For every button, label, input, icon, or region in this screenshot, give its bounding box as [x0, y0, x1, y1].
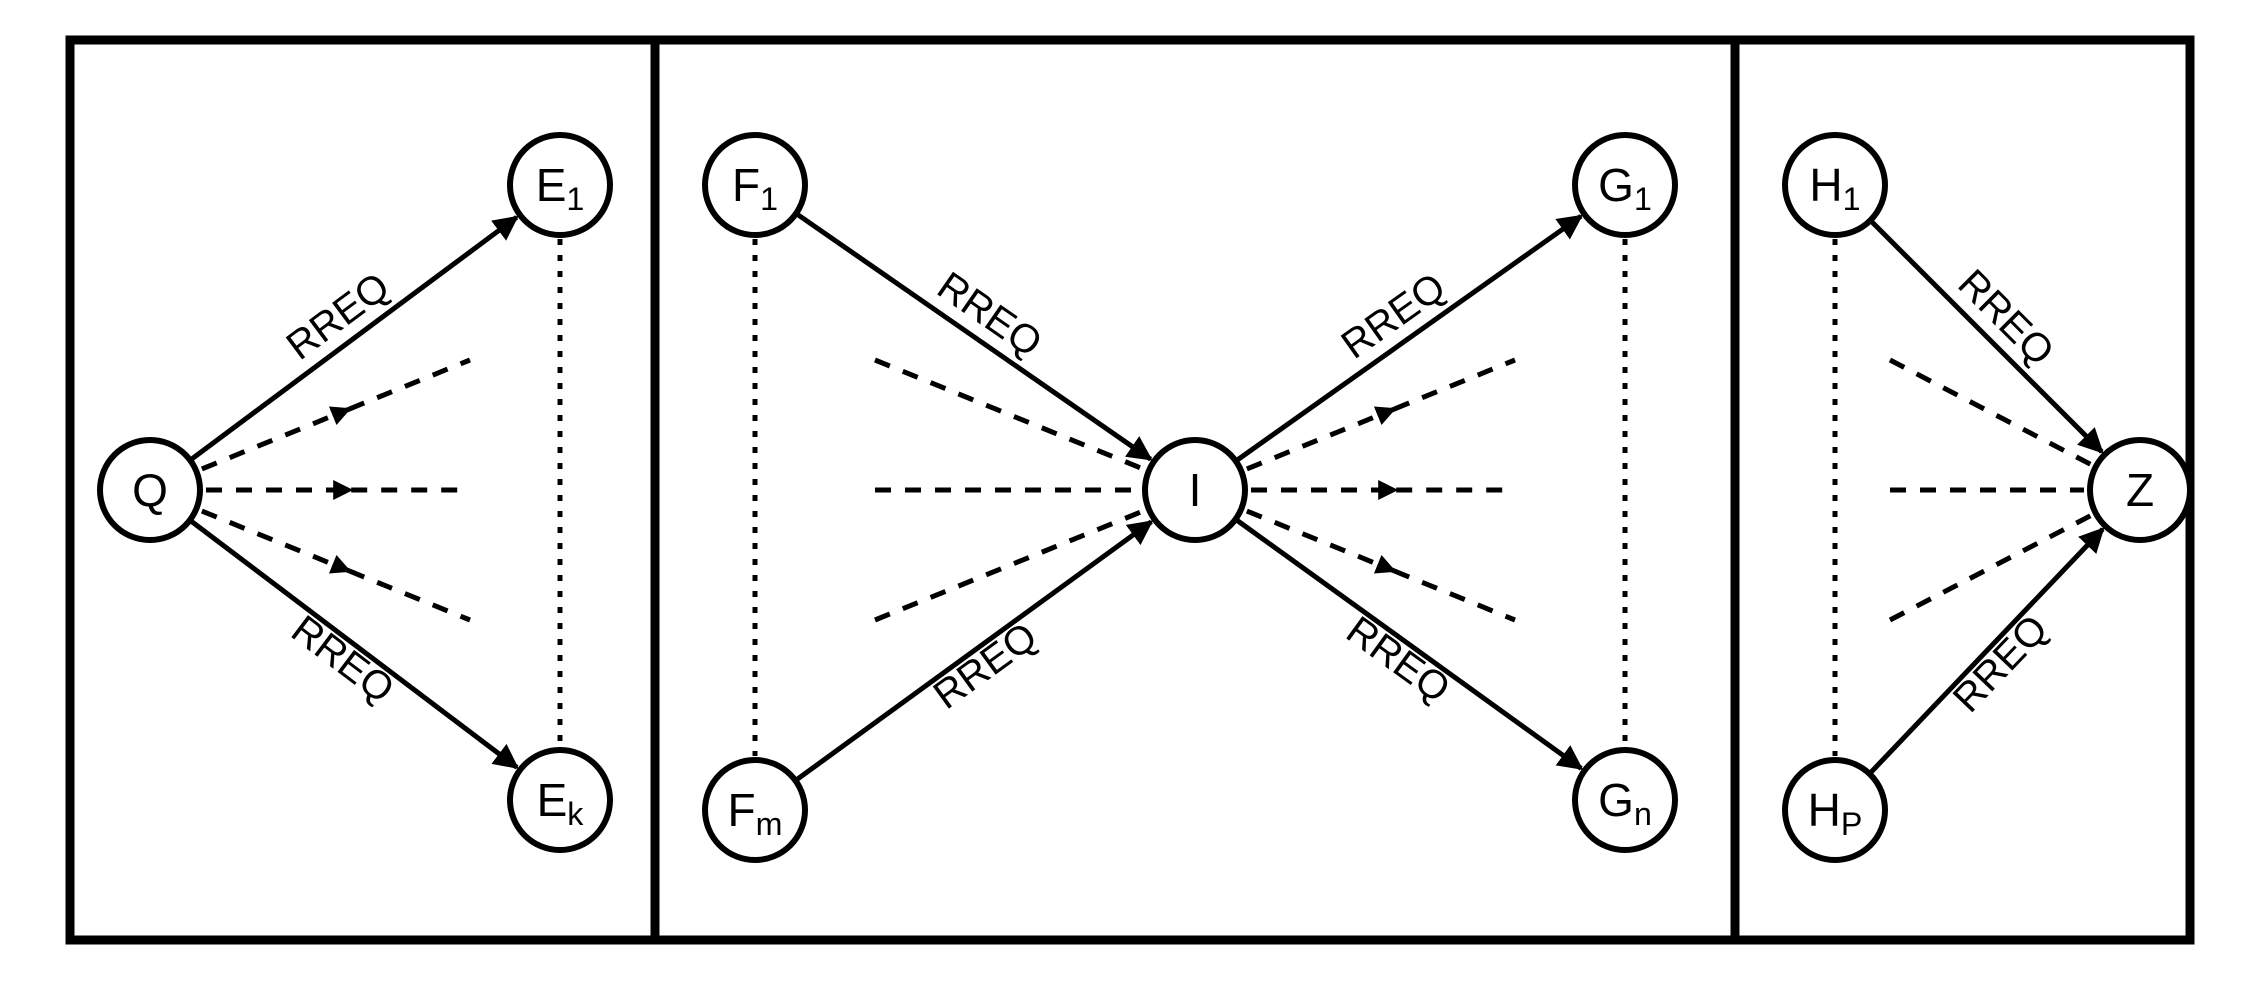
- fan-edge: [1890, 516, 2090, 620]
- edge-label-Fm-I: RREQ: [926, 614, 1045, 718]
- fan-edge-tail: [1394, 571, 1515, 620]
- node-label-I: I: [1189, 464, 1202, 516]
- edge-label-Hp-Z: RREQ: [1945, 607, 2057, 721]
- edge-label-Q-Ek: RREQ: [283, 607, 402, 712]
- fan-edge: [875, 511, 1143, 620]
- edge-H1-Z: [1872, 222, 2102, 452]
- edge-F1-I: [798, 215, 1151, 460]
- fan-edge-tail: [1394, 360, 1515, 409]
- node-label-Z: Z: [2126, 464, 2154, 516]
- fan-edge-arrowseg: [202, 511, 349, 571]
- diagram-root: RREQRREQRREQRREQRREQRREQRREQRREQQE1EkF1F…: [0, 0, 2245, 990]
- fan-edge-arrowseg: [202, 409, 349, 469]
- fan-edge-tail: [349, 571, 470, 620]
- edge-I-G1: [1237, 216, 1581, 460]
- fan-edge-tail: [349, 360, 470, 409]
- edge-label-I-Gn: RREQ: [1338, 608, 1457, 711]
- edge-Q-E1: [192, 217, 517, 459]
- node-label-Q: Q: [132, 464, 168, 516]
- fan-edge: [875, 360, 1143, 469]
